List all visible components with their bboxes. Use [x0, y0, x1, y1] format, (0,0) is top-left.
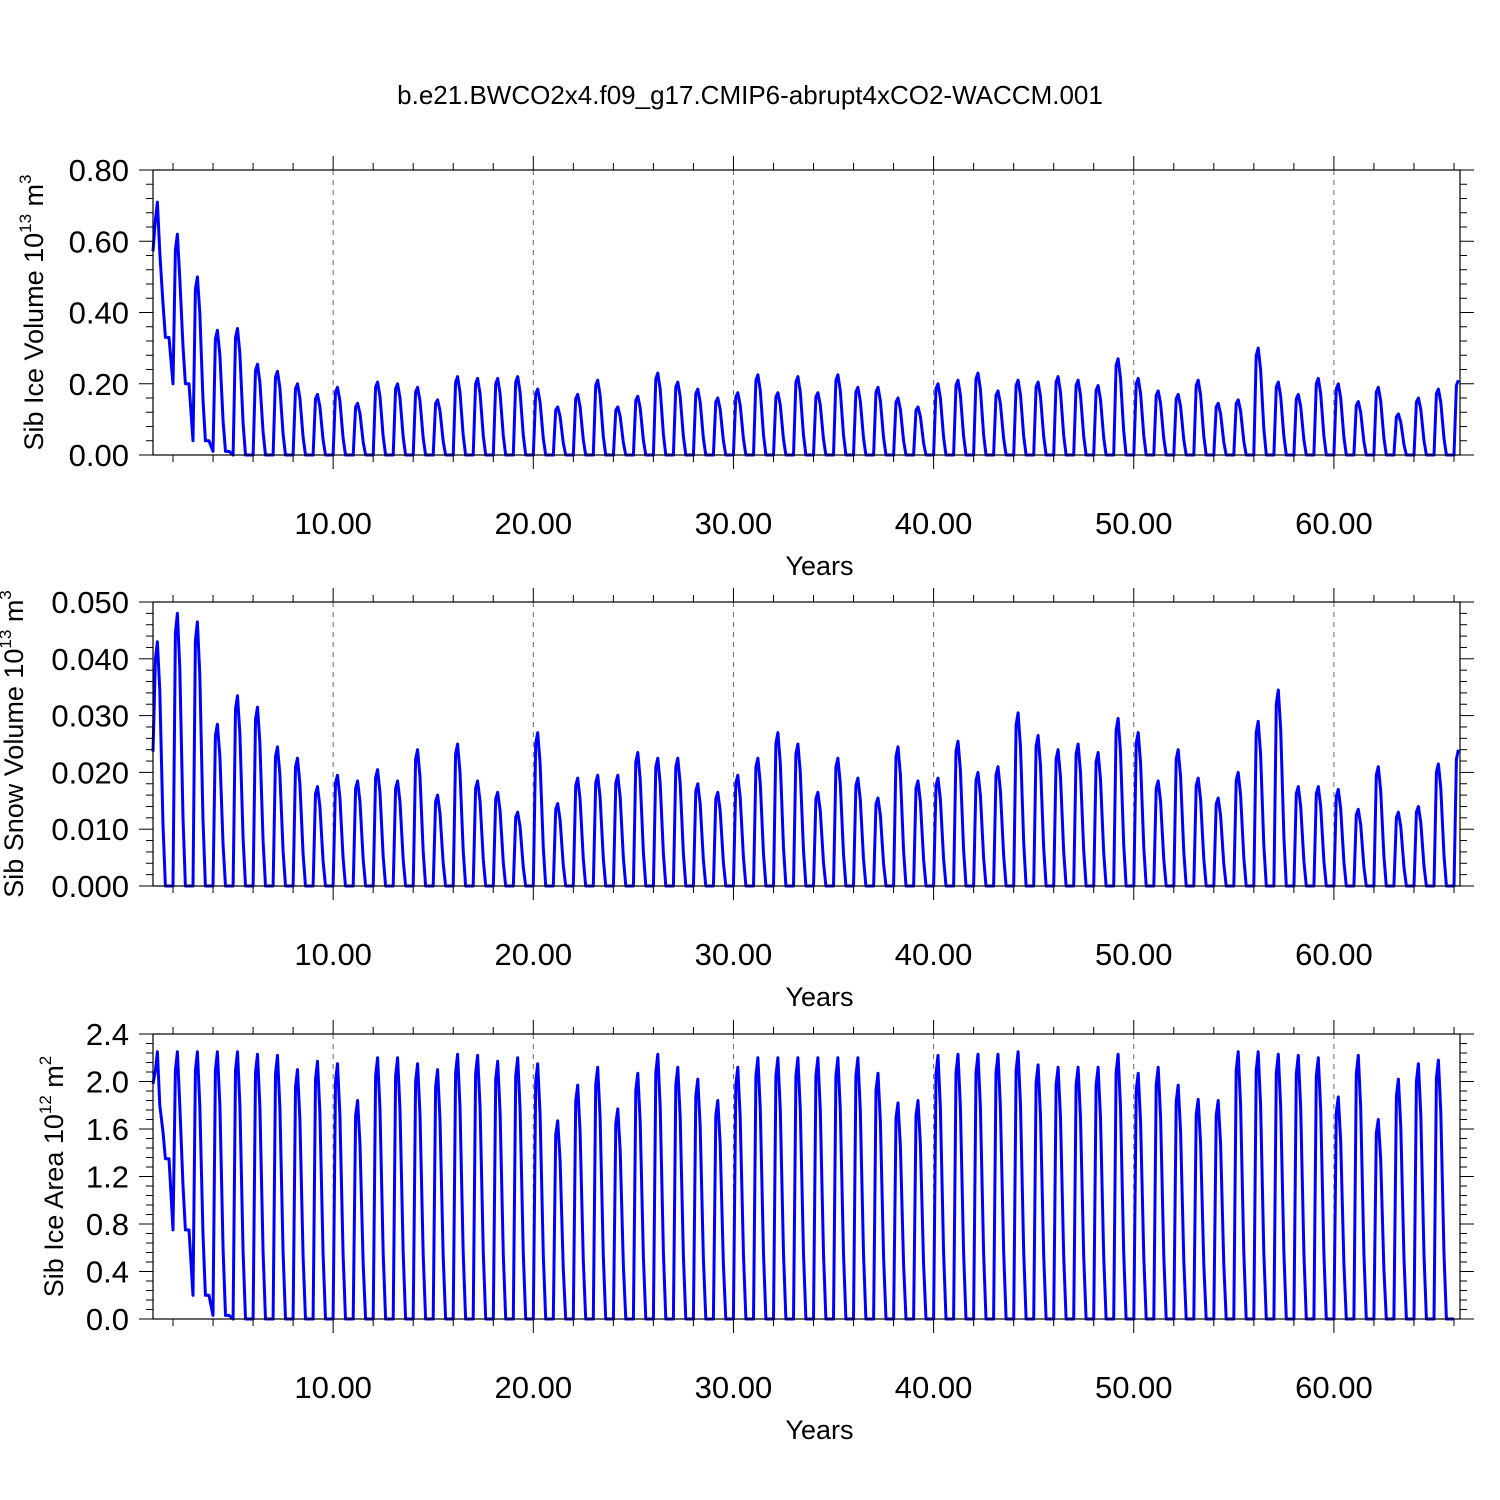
y-tick-label: 0.60: [69, 224, 129, 259]
y-axis-label-unit-exponent: 3: [16, 174, 35, 183]
y-tick-label: 2.0: [86, 1065, 129, 1100]
y-tick-label: 1.6: [86, 1112, 129, 1147]
y-axis-label: Sib Ice Area 1012 m2: [36, 1056, 69, 1298]
x-tick-label: 20.00: [495, 506, 573, 541]
y-tick-label: 0.0: [86, 1302, 129, 1337]
x-tick-label: 40.00: [895, 937, 973, 972]
y-tick-label: 0.030: [51, 699, 129, 734]
x-axis-label: Years: [785, 1415, 853, 1445]
y-axis-label-text: Sib Ice Volume 10: [19, 233, 49, 451]
y-axis-label-exponent: 12: [36, 1095, 55, 1114]
x-tick-label: 10.00: [294, 1370, 372, 1405]
y-tick-label: 0.010: [51, 812, 129, 847]
y-axis-label-text: Sib Snow Volume 10: [0, 649, 29, 898]
x-tick-label: 50.00: [1095, 506, 1173, 541]
x-tick-label: 10.00: [294, 937, 372, 972]
y-tick-label: 1.2: [86, 1160, 129, 1195]
x-tick-label: 10.00: [294, 506, 372, 541]
x-tick-label: 60.00: [1295, 937, 1373, 972]
y-axis-label-unit-exponent: 3: [0, 590, 15, 599]
x-axis-label: Years: [785, 982, 853, 1012]
series-line: [151, 200, 1460, 457]
y-tick-label: 0.4: [86, 1255, 129, 1290]
y-axis-label: Sib Snow Volume 1013 m3: [0, 590, 29, 898]
y-axis-label-unit: m: [19, 184, 49, 214]
y-tick-label: 0.050: [51, 585, 129, 620]
y-tick-label: 0.40: [69, 296, 129, 331]
plot-frame: [152, 601, 1461, 887]
x-tick-label: 30.00: [695, 1370, 773, 1405]
series-line: [151, 1050, 1454, 1321]
y-axis-label-exponent: 13: [16, 214, 35, 233]
x-tick-label: 50.00: [1095, 937, 1173, 972]
x-tick-label: 30.00: [695, 506, 773, 541]
y-tick-label: 0.8: [86, 1207, 129, 1242]
y-axis-label-unit: m: [39, 1065, 69, 1095]
y-tick-label: 0.040: [51, 642, 129, 677]
y-tick-label: 2.4: [86, 1017, 129, 1052]
y-tick-label: 0.00: [69, 438, 129, 473]
y-axis-label-unit: m: [0, 600, 29, 630]
x-tick-label: 30.00: [695, 937, 773, 972]
y-axis-label-exponent: 13: [0, 630, 15, 649]
y-tick-label: 0.000: [51, 869, 129, 904]
y-axis-label-unit-exponent: 2: [36, 1056, 55, 1065]
series-line: [151, 611, 1460, 888]
chart-panel-2: 0.000 0.010 0.020 0.030 0.040 0.050 10.00 20.00…: [0, 585, 1474, 1012]
chart-panel-3: 0.0 0.4 0.8 1.2 1.6 2.0 2.4 10.00 20.00 30.00 40.0…: [36, 1017, 1474, 1445]
y-axis-label-text: Sib Ice Area 10: [39, 1114, 69, 1297]
x-axis-label: Years: [785, 551, 853, 581]
y-tick-label: 0.020: [51, 755, 129, 790]
x-tick-label: 60.00: [1295, 506, 1373, 541]
y-tick-label: 0.20: [69, 367, 129, 402]
x-tick-label: 20.00: [495, 1370, 573, 1405]
x-tick-label: 50.00: [1095, 1370, 1173, 1405]
y-axis-label: Sib Ice Volume 1013 m3: [16, 174, 49, 450]
x-tick-label: 40.00: [895, 506, 973, 541]
chart-title: b.e21.BWCO2x4.f09_g17.CMIP6-abrupt4xCO2-…: [397, 80, 1103, 110]
chart-panel-1: 0.00 0.20 0.40 0.60 0.80 10.00 20.00 30.00 40.00…: [16, 153, 1474, 581]
y-tick-label: 0.80: [69, 153, 129, 188]
x-tick-label: 20.00: [495, 937, 573, 972]
x-tick-label: 40.00: [895, 1370, 973, 1405]
x-tick-label: 60.00: [1295, 1370, 1373, 1405]
